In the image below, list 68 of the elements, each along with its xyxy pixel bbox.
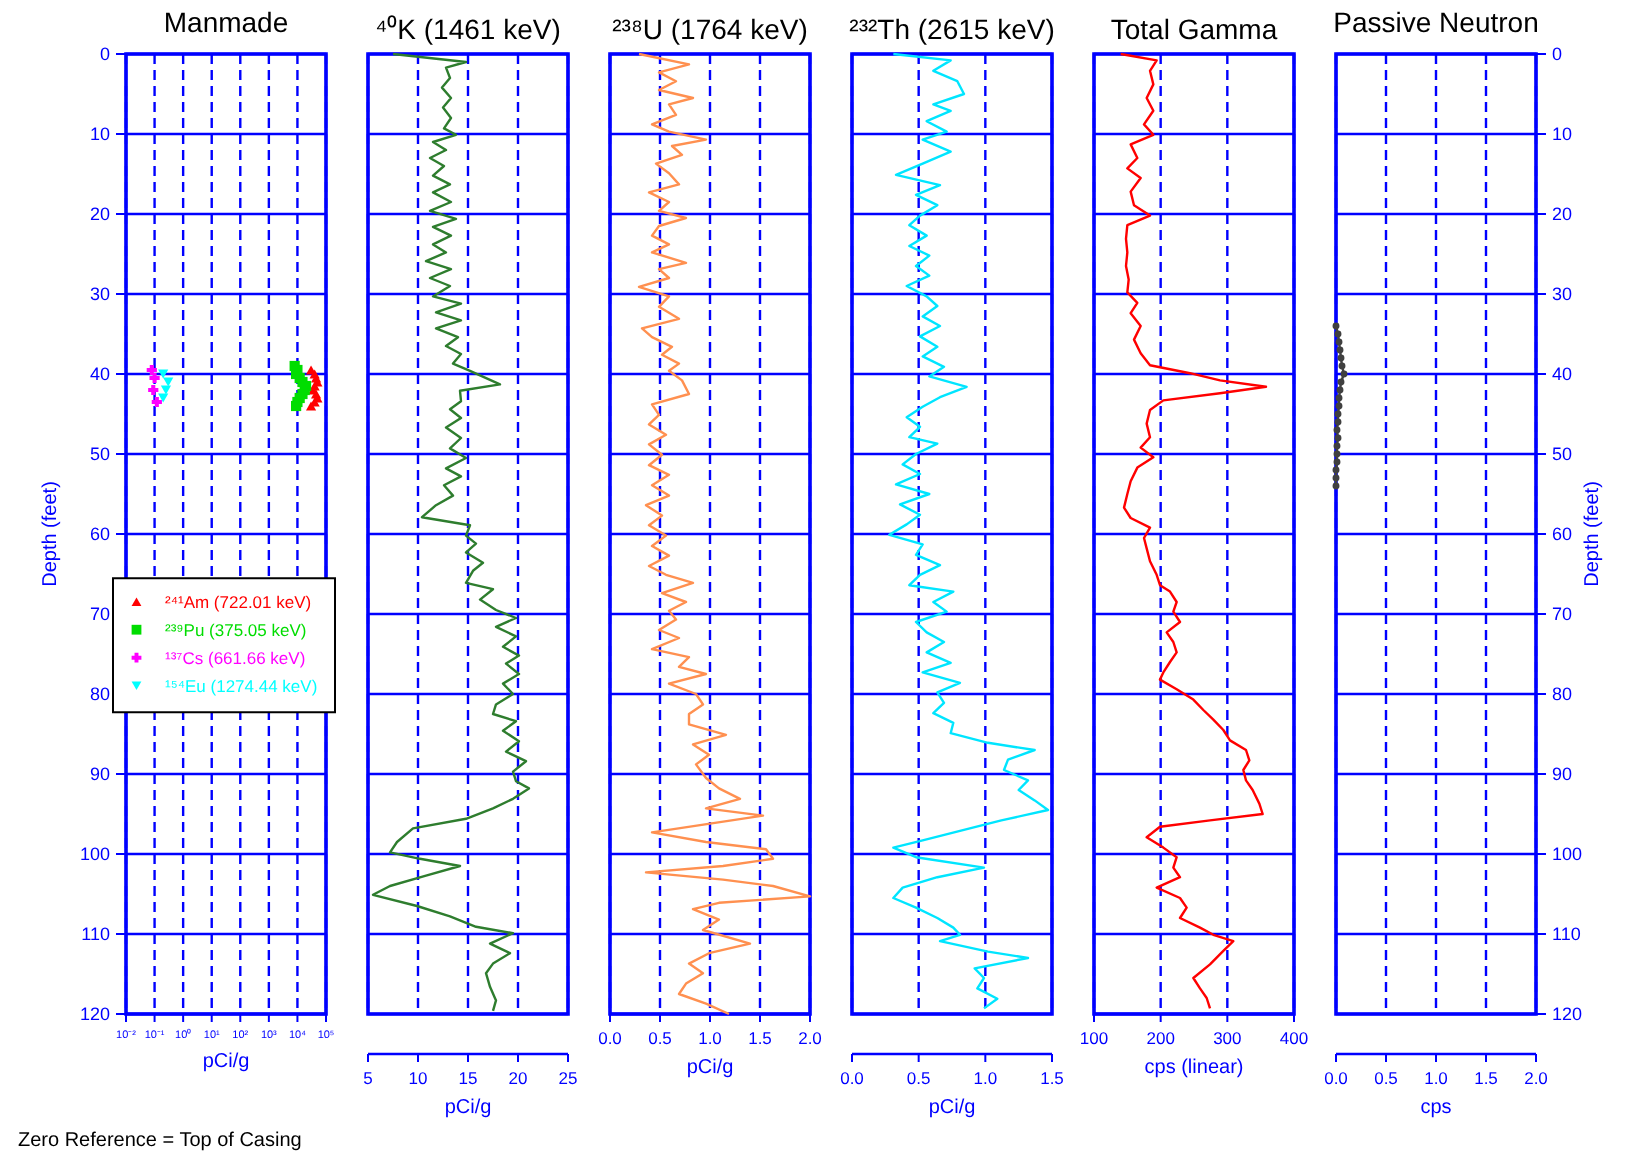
x-tick-label: 400 xyxy=(1279,1028,1309,1048)
x-tick-label: 1.5 xyxy=(748,1028,773,1048)
x-tick-label: 0.5 xyxy=(648,1028,673,1048)
x-tick-label: 2.0 xyxy=(798,1028,823,1048)
y-tick-label: 70 xyxy=(89,604,110,624)
y-tick-label: 90 xyxy=(89,764,110,784)
x-axis-title: cps (linear) xyxy=(1144,1057,1244,1079)
y-tick-label: 0 xyxy=(1552,44,1563,64)
y-tick-label: 20 xyxy=(1552,204,1573,224)
y-axis-title: Depth (feet) xyxy=(39,481,62,587)
x-tick-label: 1.5 xyxy=(1040,1068,1065,1088)
y-tick-label: 110 xyxy=(81,924,110,944)
chart-title: ⁴⁰K (1461 keV) xyxy=(375,12,561,45)
chart-title: ²³⁸U (1764 keV) xyxy=(612,12,808,45)
x-tick-label: 0.5 xyxy=(1374,1068,1399,1088)
y-tick-label: 30 xyxy=(89,284,110,304)
x-tick-label: 0.0 xyxy=(598,1028,623,1048)
x-axis-title: pCi/g xyxy=(202,1050,250,1073)
chart-title: Total Gamma xyxy=(1110,12,1278,45)
y-tick-label: 80 xyxy=(89,684,110,704)
y-tick-label: 100 xyxy=(1552,844,1583,864)
y-tick-label: 0 xyxy=(99,44,110,64)
x-axis-title: cps xyxy=(1420,1097,1452,1119)
y-tick-label: 20 xyxy=(89,204,110,224)
x-axis-title: pCi/g xyxy=(928,1097,976,1119)
y-tick-label: 60 xyxy=(1552,524,1573,544)
x-tick-label: 300 xyxy=(1213,1028,1243,1048)
y-tick-label: 40 xyxy=(1552,364,1573,384)
x-tick-label: 2.0 xyxy=(1524,1068,1549,1088)
y-tick-label: 110 xyxy=(1552,924,1581,944)
x-axis-title: pCi/g xyxy=(686,1057,734,1079)
x-tick-label: 20 xyxy=(508,1068,528,1088)
legend-label: ²⁴¹Am (722.01 keV) xyxy=(165,591,312,612)
x-tick-label: 0.0 xyxy=(1324,1068,1349,1088)
x-tick-label: 0.0 xyxy=(840,1068,865,1088)
y-tick-label: 70 xyxy=(1552,604,1573,624)
x-tick-label: 1.5 xyxy=(1474,1068,1499,1088)
x-tick-label: 15 xyxy=(458,1068,478,1088)
y-tick-label: 40 xyxy=(89,364,110,384)
x-tick-label: 25 xyxy=(558,1068,578,1088)
x-tick-label: 1.0 xyxy=(1424,1068,1449,1088)
x-axis-title: pCi/g xyxy=(444,1097,492,1119)
y-tick-label: 100 xyxy=(79,844,110,864)
y-tick-label: 10 xyxy=(89,124,110,144)
y-tick-label: 60 xyxy=(89,524,110,544)
x-tick-label: 1.0 xyxy=(698,1028,723,1048)
x-tick-label: 0.5 xyxy=(906,1068,932,1088)
y-tick-label: 120 xyxy=(1552,1004,1583,1024)
x-tick-label: 200 xyxy=(1146,1028,1176,1048)
y-tick-label: 120 xyxy=(79,1004,110,1024)
x-tick-label: 100 xyxy=(1079,1028,1109,1048)
y-tick-label: 10 xyxy=(1552,124,1573,144)
y-tick-label: 50 xyxy=(1552,444,1573,464)
legend-label: ¹⁵⁴Eu (1274.44 keV) xyxy=(165,675,318,696)
x-tick-label: 1.0 xyxy=(973,1068,998,1088)
text: Zero Reference = Top of Casing xyxy=(18,1130,302,1152)
x-tick-label: 10 xyxy=(408,1068,428,1088)
chart-title: ²³²Th (2615 keV) xyxy=(849,12,1055,45)
x-tick-label: 5 xyxy=(363,1068,374,1088)
legend-label: ¹³⁷Cs (661.66 keV) xyxy=(165,647,306,668)
y-tick-label: 80 xyxy=(1552,684,1573,704)
chart-title: Manmade xyxy=(163,6,289,38)
y-tick-label: 30 xyxy=(1552,284,1573,304)
y-axis-title: Depth (feet) xyxy=(1582,481,1605,587)
y-tick-label: 50 xyxy=(89,444,110,464)
chart-title: Passive Neutron xyxy=(1333,6,1539,38)
legend-label: ²³⁹Pu (375.05 keV) xyxy=(165,619,307,640)
y-tick-label: 90 xyxy=(1552,764,1573,784)
